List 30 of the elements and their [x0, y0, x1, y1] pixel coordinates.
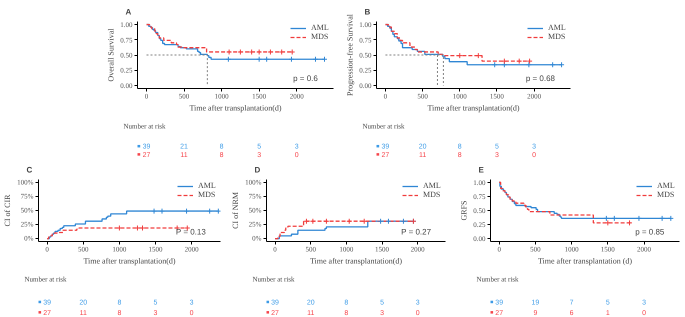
annotation: p = 0.68	[526, 74, 556, 83]
chart-title: A	[126, 8, 132, 16]
legend-label: AML	[657, 181, 676, 190]
annotation: P = 0.27	[401, 228, 432, 237]
legend-label: AML	[311, 23, 330, 32]
x-axis-title: Time after transplantation (d)	[538, 256, 632, 266]
legend-label: MDS	[548, 32, 566, 41]
y-axis-title: CI of NRM	[231, 192, 240, 229]
y-axis-title: CI of CIR	[3, 194, 12, 226]
x-axis-title: Time after transplantation(d)	[310, 256, 402, 266]
legend-label: AML	[548, 23, 567, 32]
annotation: p = 0.6	[293, 74, 318, 83]
annotation: p = 0.85	[635, 228, 665, 237]
legend-label: AML	[423, 181, 442, 190]
x-axis-title: Time after transplantation(d)	[83, 256, 176, 266]
legend-label: MDS	[311, 32, 330, 41]
legend-label: MDS	[423, 190, 442, 199]
chart-title: E	[478, 166, 484, 174]
legend-label: MDS	[198, 190, 216, 199]
x-axis-title: Time after transplantation(d)	[427, 104, 520, 112]
y-axis-title: GRFS	[459, 200, 468, 221]
chart-title: D	[254, 166, 260, 174]
legend-label: MDS	[657, 190, 676, 199]
x-axis-title: Time after transplantation(d)	[189, 104, 282, 112]
chart-title: C	[26, 166, 32, 174]
chart-title: B	[364, 8, 370, 16]
y-axis-title: Overall Survival	[106, 28, 116, 82]
legend-label: AML	[198, 181, 217, 190]
annotation: P = 0.13	[176, 228, 206, 237]
y-axis-title: Progression-free Survival	[345, 13, 354, 96]
